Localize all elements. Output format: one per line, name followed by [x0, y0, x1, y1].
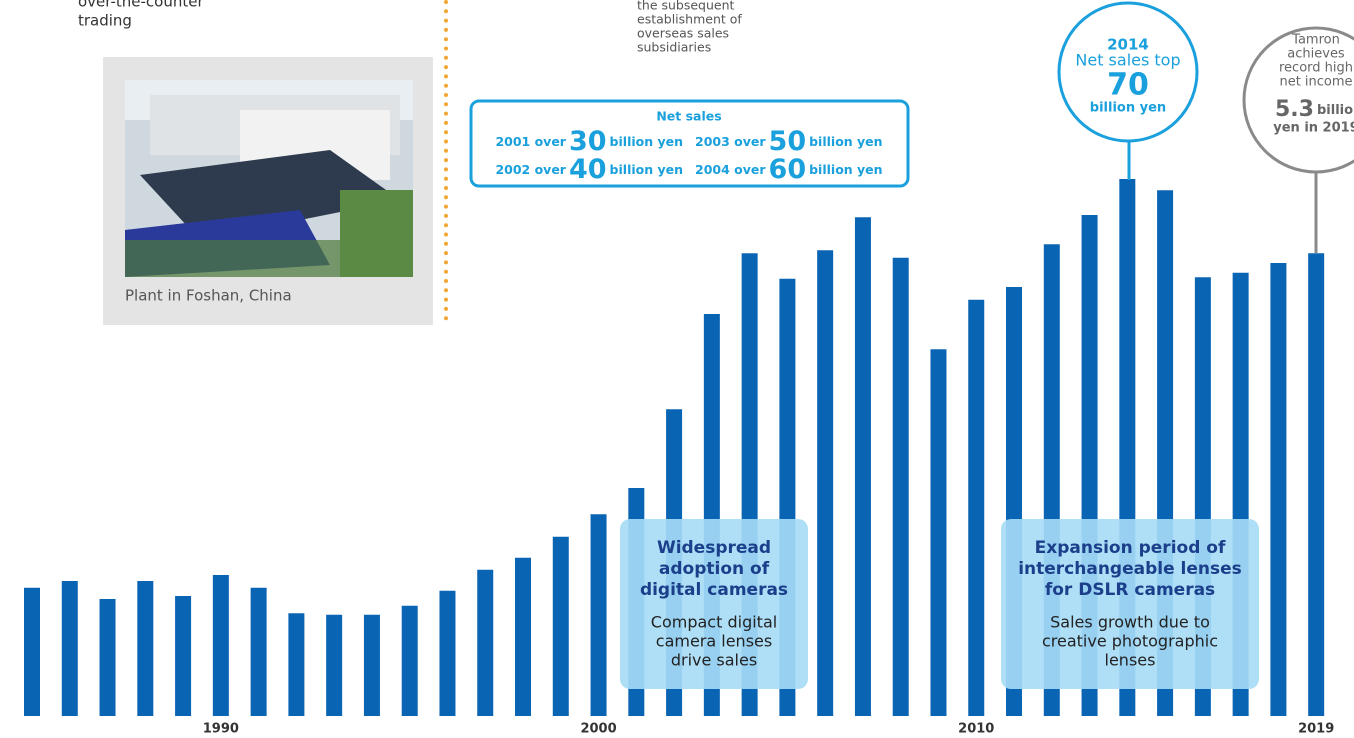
milestone-circle — [1057, 1, 1199, 143]
bar — [552, 536, 569, 716]
callout-body: lenses — [1105, 651, 1156, 670]
milestone-text: record high — [1279, 61, 1353, 76]
milestone-text: billion yen — [1090, 101, 1166, 116]
callout-body: creative photographic — [1042, 632, 1218, 651]
milestone-year: 2014 — [1107, 36, 1149, 54]
milestone-figure: 70 — [1107, 68, 1149, 103]
net-sales-text: billion yen — [809, 134, 882, 149]
milestone-text: billion — [1317, 103, 1354, 118]
bar — [250, 587, 267, 716]
bar — [892, 257, 909, 716]
net-sales-text: billion yen — [610, 134, 683, 149]
milestone-text: net income — [1279, 75, 1352, 90]
bar — [99, 599, 116, 716]
bar — [515, 557, 532, 716]
bar — [1270, 263, 1287, 716]
callout-heading: adoption of — [659, 559, 770, 579]
history-note: establishment of — [637, 12, 742, 27]
net-sales-box — [469, 99, 910, 188]
bar — [175, 596, 192, 716]
net-sales-text: 2003 over — [695, 134, 766, 149]
milestone-text: yen in 2019 — [1273, 121, 1354, 136]
bar — [326, 614, 343, 716]
callout-body: camera lenses — [656, 632, 772, 651]
history-note: trading — [78, 12, 132, 30]
x-tick-label: 2010 — [958, 722, 994, 737]
history-note: the subsequent — [637, 0, 735, 13]
bar — [288, 613, 305, 716]
callout-body: drive sales — [671, 651, 757, 670]
callout-heading: digital cameras — [640, 580, 788, 600]
milestone-text: Net sales top — [1075, 51, 1180, 70]
bar — [212, 575, 229, 716]
net-sales-title: Net sales — [656, 109, 721, 124]
net-sales-figure: 40 — [569, 154, 607, 185]
callout-heading: interchangeable lenses — [1018, 559, 1242, 579]
net-sales-figure: 30 — [569, 126, 607, 157]
bar — [439, 590, 456, 716]
milestone-text: Tamron — [1291, 33, 1340, 48]
bar — [363, 614, 380, 716]
net-sales-row: 2002 over 40 billion yen 2004 over 60 billion… — [495, 154, 882, 185]
x-tick-label: 1990 — [203, 722, 239, 737]
callout-heading: Widespread — [657, 538, 771, 558]
net-sales-text: 2001 over — [495, 134, 566, 149]
callout-heading: for DSLR cameras — [1045, 580, 1215, 600]
bar — [137, 581, 154, 716]
bar — [590, 514, 607, 716]
bar — [854, 217, 871, 716]
photo-caption: Plant in Foshan, China — [125, 287, 292, 305]
history-note: overseas sales — [637, 26, 729, 41]
callout-heading: Expansion period of — [1035, 538, 1226, 558]
net-sales-text: billion yen — [610, 162, 683, 177]
milestone-text: 5.3billion — [1275, 97, 1354, 122]
history-note: over-the-counter — [78, 0, 204, 11]
callout-body: Compact digital — [651, 613, 777, 632]
bar — [1308, 253, 1325, 716]
bar — [401, 605, 418, 716]
bar — [61, 581, 78, 716]
milestone-figure: 5.3 — [1275, 97, 1314, 122]
bar — [477, 569, 494, 716]
callout-box — [620, 519, 808, 689]
net-sales-figure: 50 — [769, 126, 807, 157]
milestone-text: achieves — [1287, 47, 1345, 62]
bar — [930, 349, 947, 716]
net-sales-text: billion yen — [809, 162, 882, 177]
net-sales-text: 2002 over — [495, 162, 566, 177]
x-tick-label: 2019 — [1298, 722, 1334, 737]
plant-photo — [125, 80, 413, 277]
callout-box — [1001, 519, 1259, 689]
milestone-circle — [1242, 26, 1354, 174]
bar — [968, 299, 985, 716]
bar — [817, 250, 834, 716]
bar — [24, 587, 40, 716]
history-note: subsidiaries — [637, 40, 711, 55]
callout-body: Sales growth due to — [1050, 613, 1210, 632]
net-sales-text: 2004 over — [695, 162, 766, 177]
x-tick-label: 2000 — [580, 722, 616, 737]
net-sales-row: 2001 over 30 billion yen 2003 over 50 billion… — [495, 126, 882, 157]
net-sales-figure: 60 — [769, 154, 807, 185]
